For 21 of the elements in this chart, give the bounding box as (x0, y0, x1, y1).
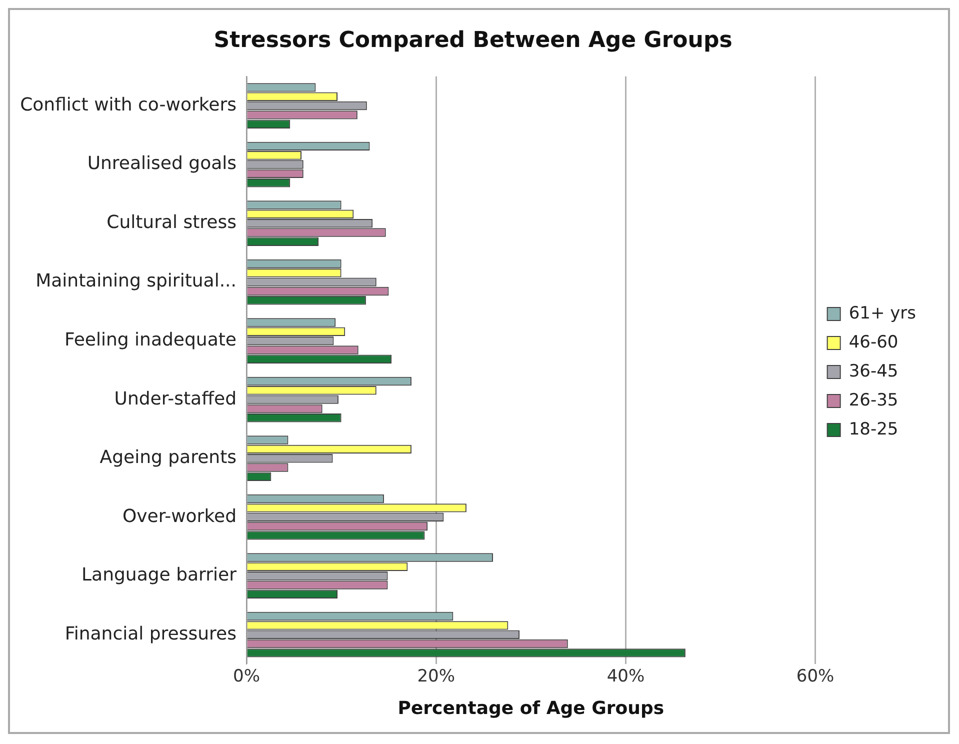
x-tick-label: 0% (233, 666, 260, 687)
legend-label: 61+ yrs (848, 303, 916, 324)
legend-label: 26-35 (848, 390, 898, 410)
y-tick-label: Under-staffed (114, 388, 236, 410)
x-tick-label: 40% (606, 666, 645, 687)
x-axis-title: Percentage of Age Groups (398, 698, 664, 719)
y-tick-label: Financial pressures (64, 623, 236, 644)
legend-label: 46-60 (848, 332, 898, 352)
legend-label: 36-45 (848, 361, 898, 382)
x-tick-label: 20% (417, 666, 456, 687)
x-tick-label: 60% (796, 666, 834, 687)
y-tick-label: Maintaining spiritual... (36, 270, 236, 292)
y-tick-label: Cultural stress (106, 212, 236, 233)
chart-title: Stressors Compared Between Age Groups (214, 28, 732, 53)
y-tick-label: Over-worked (122, 506, 236, 527)
y-tick-label: Feeling inadequate (64, 329, 236, 350)
y-tick-label: Ageing parents (100, 447, 236, 468)
y-tick-label: Language barrier (82, 564, 238, 586)
y-tick-label: Unrealised goals (87, 153, 236, 174)
y-tick-label: Conflict with co-workers (20, 94, 236, 116)
legend-label: 18-25 (848, 419, 898, 440)
